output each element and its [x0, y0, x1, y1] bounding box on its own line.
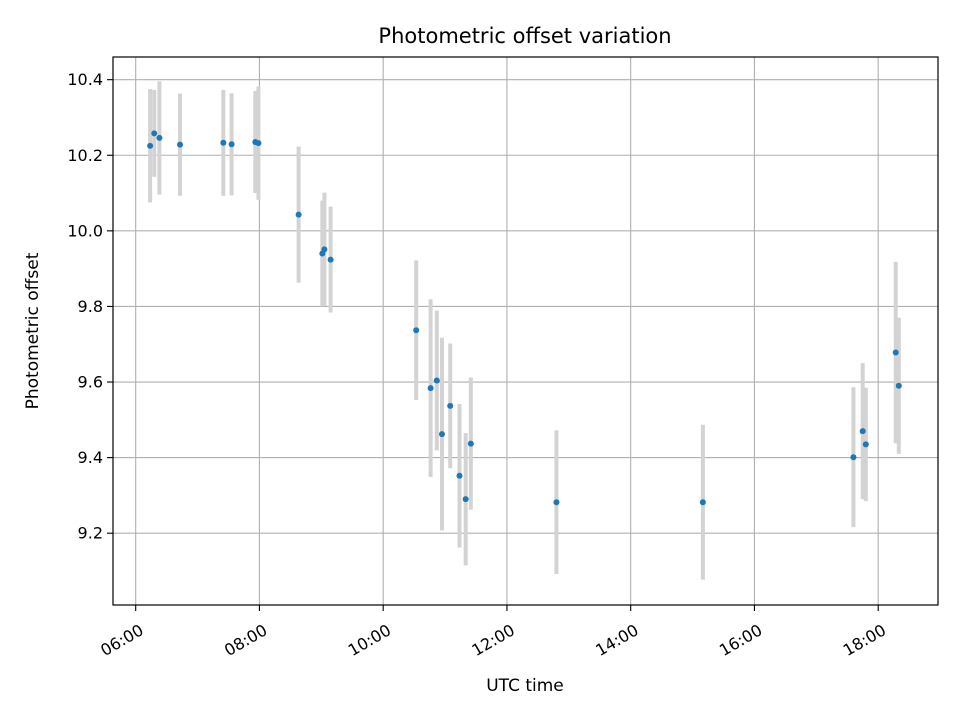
- y-axis-label: Photometric offset: [23, 252, 43, 409]
- data-point: [892, 349, 899, 356]
- data-point: [327, 256, 334, 263]
- data-point: [255, 140, 262, 147]
- data-point: [553, 499, 560, 506]
- x-axis-label: UTC time: [486, 676, 564, 696]
- data-point: [862, 441, 869, 448]
- chart-title: Photometric offset variation: [378, 24, 671, 48]
- data-point: [859, 428, 866, 435]
- data-point: [456, 472, 463, 479]
- y-tick-label: 10.4: [67, 70, 103, 89]
- data-point: [427, 385, 434, 392]
- data-point: [467, 440, 474, 447]
- data-point: [295, 211, 302, 218]
- y-tick-label: 10.0: [67, 221, 103, 240]
- data-point: [413, 327, 420, 334]
- data-points: [147, 130, 902, 506]
- data-point: [895, 382, 902, 389]
- data-point: [220, 139, 227, 146]
- data-point: [177, 141, 184, 148]
- data-point: [321, 246, 328, 253]
- data-point: [438, 431, 445, 438]
- data-point: [228, 141, 235, 148]
- data-point: [433, 377, 440, 384]
- plot-frame: [112, 56, 939, 606]
- y-tick-label: 9.6: [78, 373, 103, 392]
- y-tick-label: 10.2: [67, 146, 103, 165]
- y-tick-label: 9.4: [78, 448, 103, 467]
- data-point: [147, 142, 154, 149]
- y-tick-label: 9.2: [78, 524, 103, 543]
- y-tick-label: 9.8: [78, 297, 103, 316]
- data-point: [447, 402, 454, 409]
- data-point: [156, 134, 163, 141]
- grid: [113, 57, 938, 605]
- data-point: [850, 454, 857, 461]
- data-point: [151, 130, 158, 137]
- data-point: [462, 496, 469, 503]
- data-point: [699, 499, 706, 506]
- y-axis-ticks: 9.2 9.4 9.6 9.8 10.0 10.2 10.4: [67, 70, 113, 543]
